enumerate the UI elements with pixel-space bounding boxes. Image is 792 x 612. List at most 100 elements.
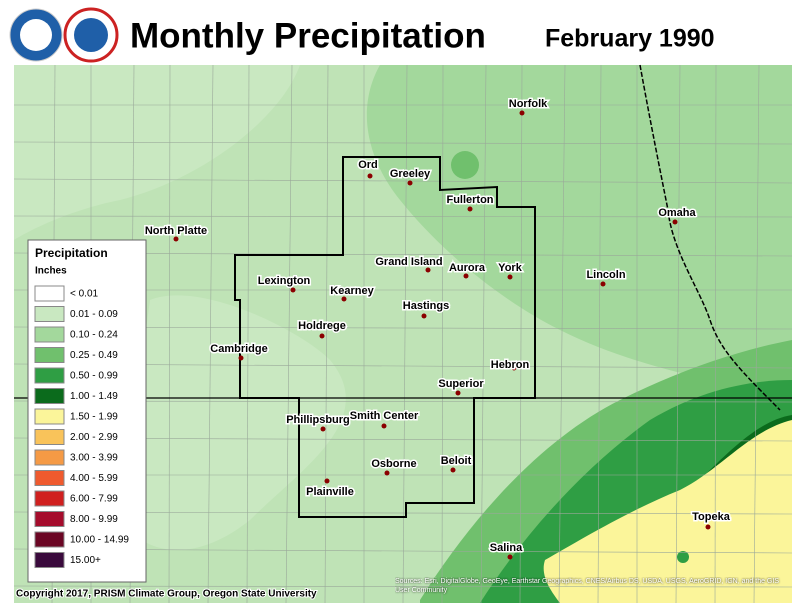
legend-label: 6.00 - 7.99 [70, 494, 118, 505]
city-dot [367, 173, 373, 179]
map: Norfolk Ord Greeley Fullerton Omaha North Pla… [13, 64, 792, 604]
legend-label: 15.00+ [70, 555, 101, 566]
forecast-area-outline [234, 156, 536, 518]
legend-swatch [34, 531, 65, 548]
wet-spot [451, 151, 479, 179]
county-line [13, 215, 792, 218]
cities: Norfolk Ord Greeley Fullerton Omaha North Pla… [143, 96, 732, 560]
city-dot [173, 236, 179, 242]
city-dot [450, 467, 456, 473]
city-label: Aurora [449, 262, 486, 274]
legend-label: 10.00 - 14.99 [70, 535, 129, 546]
county-line [675, 64, 681, 604]
noaa-logo-inner [20, 19, 52, 51]
legend-swatch [34, 347, 65, 363]
county-line [246, 64, 250, 604]
river-border [639, 64, 781, 411]
city-dot [672, 219, 678, 225]
city-dot [463, 273, 469, 279]
legend-label: < 0.01 [70, 289, 99, 300]
legend-swatch [34, 511, 65, 527]
legend-label: 0.10 - 0.24 [70, 330, 118, 341]
legend-label: 0.50 - 0.99 [70, 371, 118, 382]
county-line [285, 64, 293, 604]
city-label: York [498, 262, 523, 274]
city-dot [455, 390, 461, 396]
city-dot [507, 554, 513, 560]
legend-title: Precipitation [35, 246, 108, 260]
legend-label: 3.00 - 3.99 [70, 453, 118, 464]
wet-spot [677, 551, 689, 563]
nws-logo-inner [74, 18, 108, 52]
city-label: Omaha [658, 207, 696, 219]
legend-label: 4.00 - 5.99 [70, 473, 118, 484]
legend-swatch [34, 367, 65, 384]
legend-swatch [34, 285, 65, 302]
city-label: Lincoln [586, 269, 625, 281]
title: Monthly Precipitation [130, 16, 486, 55]
legend-swatch [34, 429, 65, 445]
county-line [168, 64, 171, 604]
city-label: Cambridge [210, 343, 267, 355]
city-label: Kearney [330, 285, 374, 297]
mid-area [366, 65, 792, 400]
legend-label: 0.25 - 0.49 [70, 350, 118, 361]
city-label: Hebron [491, 359, 530, 371]
legend-label: 1.50 - 1.99 [70, 412, 118, 423]
city-dot [290, 287, 296, 293]
city-label: Ord [358, 159, 378, 171]
city-dot [705, 524, 711, 530]
yellow-area [543, 420, 792, 603]
legend-swatch [34, 552, 65, 568]
legend-units: Inches [35, 266, 67, 277]
legend-label: 2.00 - 2.99 [70, 432, 118, 443]
city-label: Plainville [306, 486, 354, 498]
city-dot [425, 267, 431, 273]
legend-label: 1.00 - 1.49 [70, 391, 118, 402]
city-label: Osborne [371, 458, 416, 470]
city-dot [384, 470, 390, 476]
sources-box: Sources: Esri, DigitalGlobe, GeoEye, Ear… [395, 578, 779, 594]
legend-swatch [34, 408, 65, 425]
city-dot [600, 281, 606, 287]
city-dot [319, 333, 325, 339]
legend-swatch [34, 449, 65, 466]
legend-swatch [34, 470, 65, 486]
county-line [207, 64, 214, 604]
light-area [120, 295, 346, 550]
city-label: North Platte [145, 225, 207, 237]
sources: Sources: Esri, DigitalGlobe, GeoEye, Ear… [395, 578, 779, 594]
light-area [14, 65, 300, 240]
county-line [13, 585, 792, 588]
city-dot [238, 355, 244, 361]
city-label: Superior [438, 378, 484, 390]
header: Monthly Precipitation February 1990 [9, 7, 715, 63]
county-line [753, 64, 760, 604]
county-line [13, 141, 792, 145]
legend: Precipitation Inches < 0.01 0.01 - 0.09 0.… [27, 239, 147, 583]
city-label: Salina [490, 542, 523, 554]
county-line [402, 64, 408, 604]
city-dot [320, 426, 326, 432]
legend-label: 8.00 - 9.99 [70, 514, 118, 525]
city-dot [341, 296, 347, 302]
city-label: Beloit [441, 455, 472, 467]
city-label: Grand Island [375, 256, 442, 268]
city-dot [407, 180, 413, 186]
legend-label: 0.01 - 0.09 [70, 309, 118, 320]
city-dot [421, 313, 427, 319]
city-label: Fullerton [446, 194, 493, 206]
city-label: Holdrege [298, 320, 346, 332]
city-label: Greeley [390, 168, 431, 180]
city-label: Hastings [403, 300, 449, 312]
city-label: Phillipsburg [286, 414, 350, 426]
city-dot [507, 274, 513, 280]
county-line [324, 64, 329, 604]
city-label: Smith Center [350, 410, 419, 422]
city-dot [519, 110, 525, 116]
legend-swatch [34, 326, 65, 343]
city-dot [381, 423, 387, 429]
legend-swatch [34, 490, 65, 507]
city-label: Topeka [692, 511, 731, 523]
